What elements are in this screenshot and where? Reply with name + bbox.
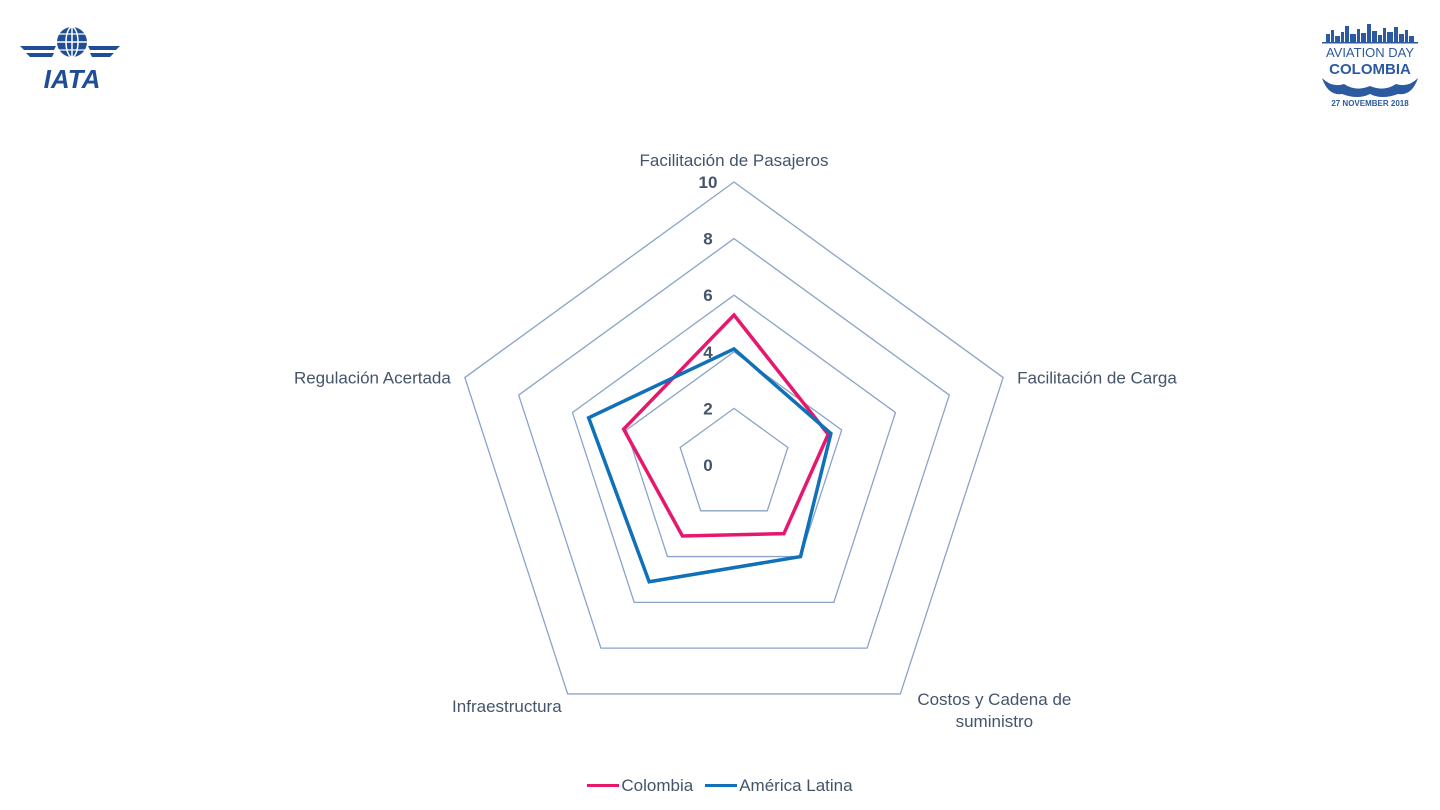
wings-icon <box>20 46 120 57</box>
tick-label-0: 0 <box>703 456 712 475</box>
series-line-américa-latina <box>586 346 833 584</box>
radar-series <box>586 312 833 584</box>
tick-label-6: 6 <box>703 286 712 305</box>
aviation-day-logo: AVIATION DAY COLOMBIA 27 NOVEMBER 2018 <box>1322 24 1418 108</box>
grid-ring-2 <box>679 407 789 512</box>
grid-ring-4 <box>625 350 843 558</box>
grid-ring-10 <box>464 181 1004 695</box>
tick-label-4: 4 <box>703 343 713 362</box>
legend-swatch <box>705 784 738 787</box>
iata-logo: IATA <box>20 26 120 94</box>
tick-label-10: 10 <box>699 173 718 192</box>
aviation-day-text: AVIATION DAY <box>1326 45 1414 60</box>
axis-label-0: Facilitación de Pasajeros <box>640 151 829 170</box>
chart-legend: Colombia América Latina <box>0 772 1440 796</box>
grid-ring-6 <box>571 294 897 604</box>
grid-ring-8 <box>517 237 951 649</box>
axis-label-2: Costos y Cadena de suministro <box>917 690 1071 731</box>
globe-icon <box>57 26 87 58</box>
axis-label-1: Facilitación de Carga <box>1017 369 1177 388</box>
radar-grid <box>464 181 1004 695</box>
series-line-colombia <box>621 312 831 538</box>
skyline-icon <box>1326 24 1414 42</box>
legend-item-colombia: Colombia <box>587 776 693 796</box>
foliage-icon <box>1322 78 1418 97</box>
iata-logo-text: IATA <box>44 64 101 94</box>
radar-axis-labels: Facilitación de Pasajeros Facilitación de… <box>294 151 1177 731</box>
legend-label: Colombia <box>621 775 694 795</box>
legend-item-américa-latina: América Latina <box>705 775 853 796</box>
tick-label-8: 8 <box>703 230 712 249</box>
event-date-text: 27 NOVEMBER 2018 <box>1331 99 1409 108</box>
legend-label: América Latina <box>739 775 853 795</box>
radar-ticks: 0 2 4 6 8 10 <box>699 173 718 475</box>
legend-swatch <box>587 784 620 787</box>
colombia-text: COLOMBIA <box>1329 61 1411 78</box>
axis-label-4: Regulación Acertada <box>294 369 451 388</box>
tick-label-2: 2 <box>703 399 712 418</box>
axis-label-3: Infraestructura <box>452 697 562 716</box>
